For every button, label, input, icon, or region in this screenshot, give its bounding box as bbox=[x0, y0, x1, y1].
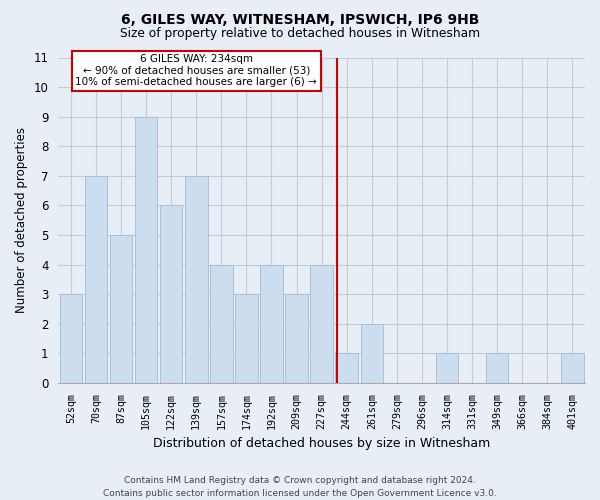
X-axis label: Distribution of detached houses by size in Witnesham: Distribution of detached houses by size … bbox=[153, 437, 490, 450]
Bar bbox=[285, 294, 308, 383]
Bar bbox=[85, 176, 107, 383]
Bar bbox=[561, 354, 584, 383]
Bar bbox=[335, 354, 358, 383]
Bar bbox=[436, 354, 458, 383]
Bar bbox=[361, 324, 383, 383]
Bar bbox=[486, 354, 508, 383]
Text: 6 GILES WAY: 234sqm
← 90% of detached houses are smaller (53)
10% of semi-detach: 6 GILES WAY: 234sqm ← 90% of detached ho… bbox=[76, 54, 317, 88]
Bar bbox=[135, 116, 157, 383]
Bar bbox=[260, 264, 283, 383]
Bar bbox=[59, 294, 82, 383]
Bar bbox=[310, 264, 333, 383]
Bar bbox=[235, 294, 257, 383]
Bar bbox=[210, 264, 233, 383]
Bar bbox=[160, 206, 182, 383]
Text: Size of property relative to detached houses in Witnesham: Size of property relative to detached ho… bbox=[120, 28, 480, 40]
Bar bbox=[185, 176, 208, 383]
Y-axis label: Number of detached properties: Number of detached properties bbox=[15, 127, 28, 313]
Text: Contains HM Land Registry data © Crown copyright and database right 2024.
Contai: Contains HM Land Registry data © Crown c… bbox=[103, 476, 497, 498]
Text: 6, GILES WAY, WITNESHAM, IPSWICH, IP6 9HB: 6, GILES WAY, WITNESHAM, IPSWICH, IP6 9H… bbox=[121, 12, 479, 26]
Bar bbox=[110, 235, 132, 383]
